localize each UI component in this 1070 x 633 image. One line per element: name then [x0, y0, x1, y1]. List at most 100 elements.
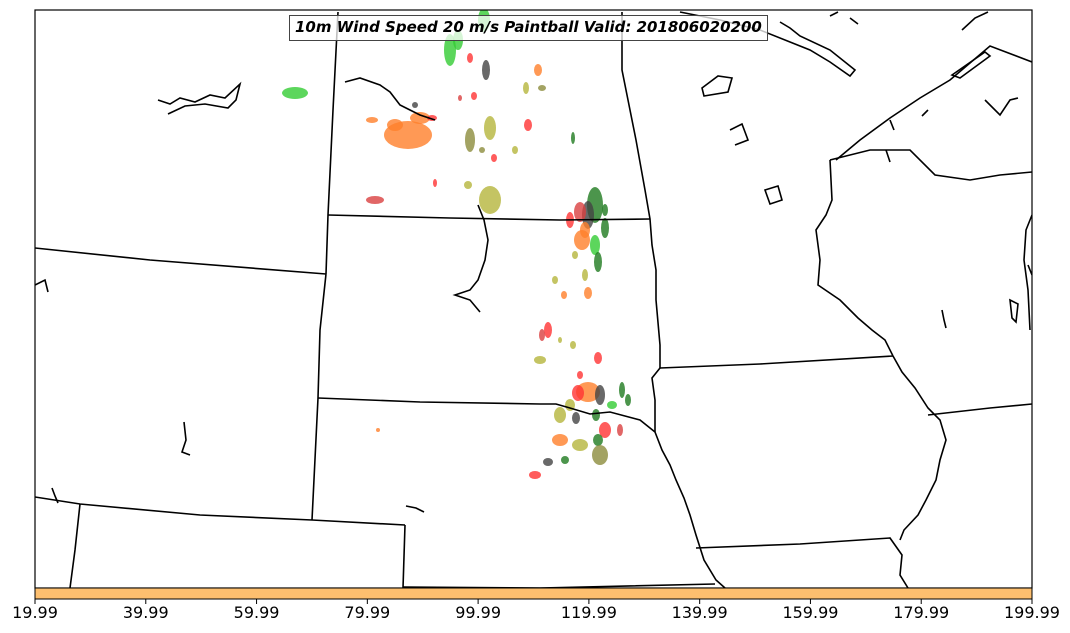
colorbar-tick-label: 19.99 — [12, 603, 58, 622]
lake-misc-upper — [829, 11, 839, 17]
border-wi-mi — [829, 149, 1032, 181]
paintball-blob — [592, 445, 608, 465]
paintball-blob — [467, 53, 473, 63]
border-mn-ia — [659, 355, 894, 369]
paintball-blob — [552, 276, 558, 284]
colorbar-tick-label: 199.99 — [1004, 603, 1060, 622]
paintball-blob — [552, 434, 568, 446]
colorbar-tick-label: 39.99 — [123, 603, 169, 622]
colorbar — [34, 587, 1033, 600]
map-background — [35, 10, 1032, 588]
paintball-blob — [571, 132, 575, 144]
map-title: 10m Wind Speed 20 m/s Paintball Valid: 2… — [289, 15, 768, 41]
paintball-blob — [584, 287, 592, 299]
lake-island-2 — [950, 51, 992, 79]
paintball-blob — [574, 202, 586, 222]
paintball-blob — [464, 181, 472, 189]
paintball-blob — [479, 186, 501, 214]
border-nd-sd — [327, 214, 651, 221]
paintball-blob — [524, 119, 532, 131]
lake-shore-misc-3 — [729, 122, 750, 146]
paintball-blob — [554, 407, 566, 423]
border-sd-ne — [317, 397, 656, 433]
paintball-blob — [282, 87, 308, 99]
colorbar-tick-label: 179.99 — [893, 603, 949, 622]
paintball-blob — [412, 102, 418, 108]
border-ne-ks — [402, 583, 716, 588]
paintball-blob — [572, 412, 580, 424]
paintball-blob — [570, 341, 576, 349]
lake-shore-misc-2 — [984, 97, 1019, 117]
lake-minnesota-3 — [921, 109, 929, 117]
paintball-blob — [366, 117, 378, 123]
water-misc-4 — [941, 309, 947, 329]
border-mississippi — [892, 355, 947, 541]
water-misc-2 — [51, 487, 59, 504]
paintball-blob — [602, 204, 608, 216]
paintball-blob — [534, 356, 546, 364]
paintball-blob — [544, 322, 552, 338]
paintball-blob — [572, 385, 584, 401]
paintball-blob — [593, 434, 603, 446]
lake-island-4 — [1009, 298, 1019, 324]
border-ne-ia — [654, 431, 726, 588]
paintball-blob — [491, 154, 497, 162]
border-co-ne — [402, 524, 406, 588]
paintball-blob — [607, 401, 617, 409]
paintball-blob — [595, 385, 605, 405]
lake-shore-misc — [961, 11, 989, 31]
border-montana-east — [325, 11, 339, 275]
fort-peck-lake — [157, 81, 242, 115]
paintball-blob — [574, 230, 590, 250]
lake-misc-upper-2 — [849, 17, 859, 25]
paintball-blob — [534, 64, 542, 76]
border-co-west — [69, 503, 81, 588]
paintball-blob — [572, 439, 588, 451]
paintball-blob — [465, 128, 475, 152]
lake-island-3 — [763, 184, 783, 206]
paintball-blob — [444, 34, 456, 66]
lake-superior-south — [835, 45, 1032, 161]
paintball-blob — [558, 337, 562, 343]
colorbar-tick-label: 159.99 — [782, 603, 838, 622]
paintball-blob — [592, 409, 600, 421]
border-dakota-mn — [621, 12, 661, 368]
lake-sakakawea — [344, 77, 436, 121]
paintball-blob — [458, 95, 462, 101]
paintball-blob — [543, 458, 553, 466]
paintball-layer — [282, 10, 631, 479]
paintball-blob — [523, 82, 529, 94]
lake-oahe — [452, 204, 489, 313]
paintball-blob — [599, 422, 611, 438]
colorbar-tick-label: 139.99 — [672, 603, 728, 622]
paintball-blob — [484, 116, 496, 140]
paintball-blob — [617, 424, 623, 436]
lake-michigan-shore — [1023, 214, 1032, 331]
paintball-blob — [433, 179, 437, 187]
border-wi-il — [927, 403, 1032, 416]
paintball-blob — [410, 112, 430, 124]
paintball-blob — [572, 251, 578, 259]
paintball-blob — [561, 291, 567, 299]
water-misc-3 — [35, 278, 49, 293]
lake-island — [701, 75, 734, 97]
colorbar-tick-label: 79.99 — [344, 603, 390, 622]
paintball-blob — [512, 146, 518, 154]
colorbar-tick-label: 99.99 — [455, 603, 501, 622]
paintball-blob — [538, 85, 546, 91]
paintball-blob — [376, 428, 380, 432]
paintball-blob — [482, 60, 490, 80]
paintball-blob — [561, 456, 569, 464]
colorbar-ticks: 19.99 39.99 59.99 79.99 99.99 119.99 139.99 159… — [12, 599, 1060, 622]
paintball-blob — [471, 92, 477, 100]
lake-minnesota-2 — [885, 149, 891, 163]
border-ia-mo — [695, 537, 909, 588]
paintball-blob — [594, 352, 602, 364]
paintball-blob — [625, 394, 631, 406]
state-borders — [35, 11, 1032, 588]
lake-mcconaughy — [405, 505, 425, 513]
paintball-blob — [601, 218, 609, 238]
paintball-blob — [619, 382, 625, 398]
